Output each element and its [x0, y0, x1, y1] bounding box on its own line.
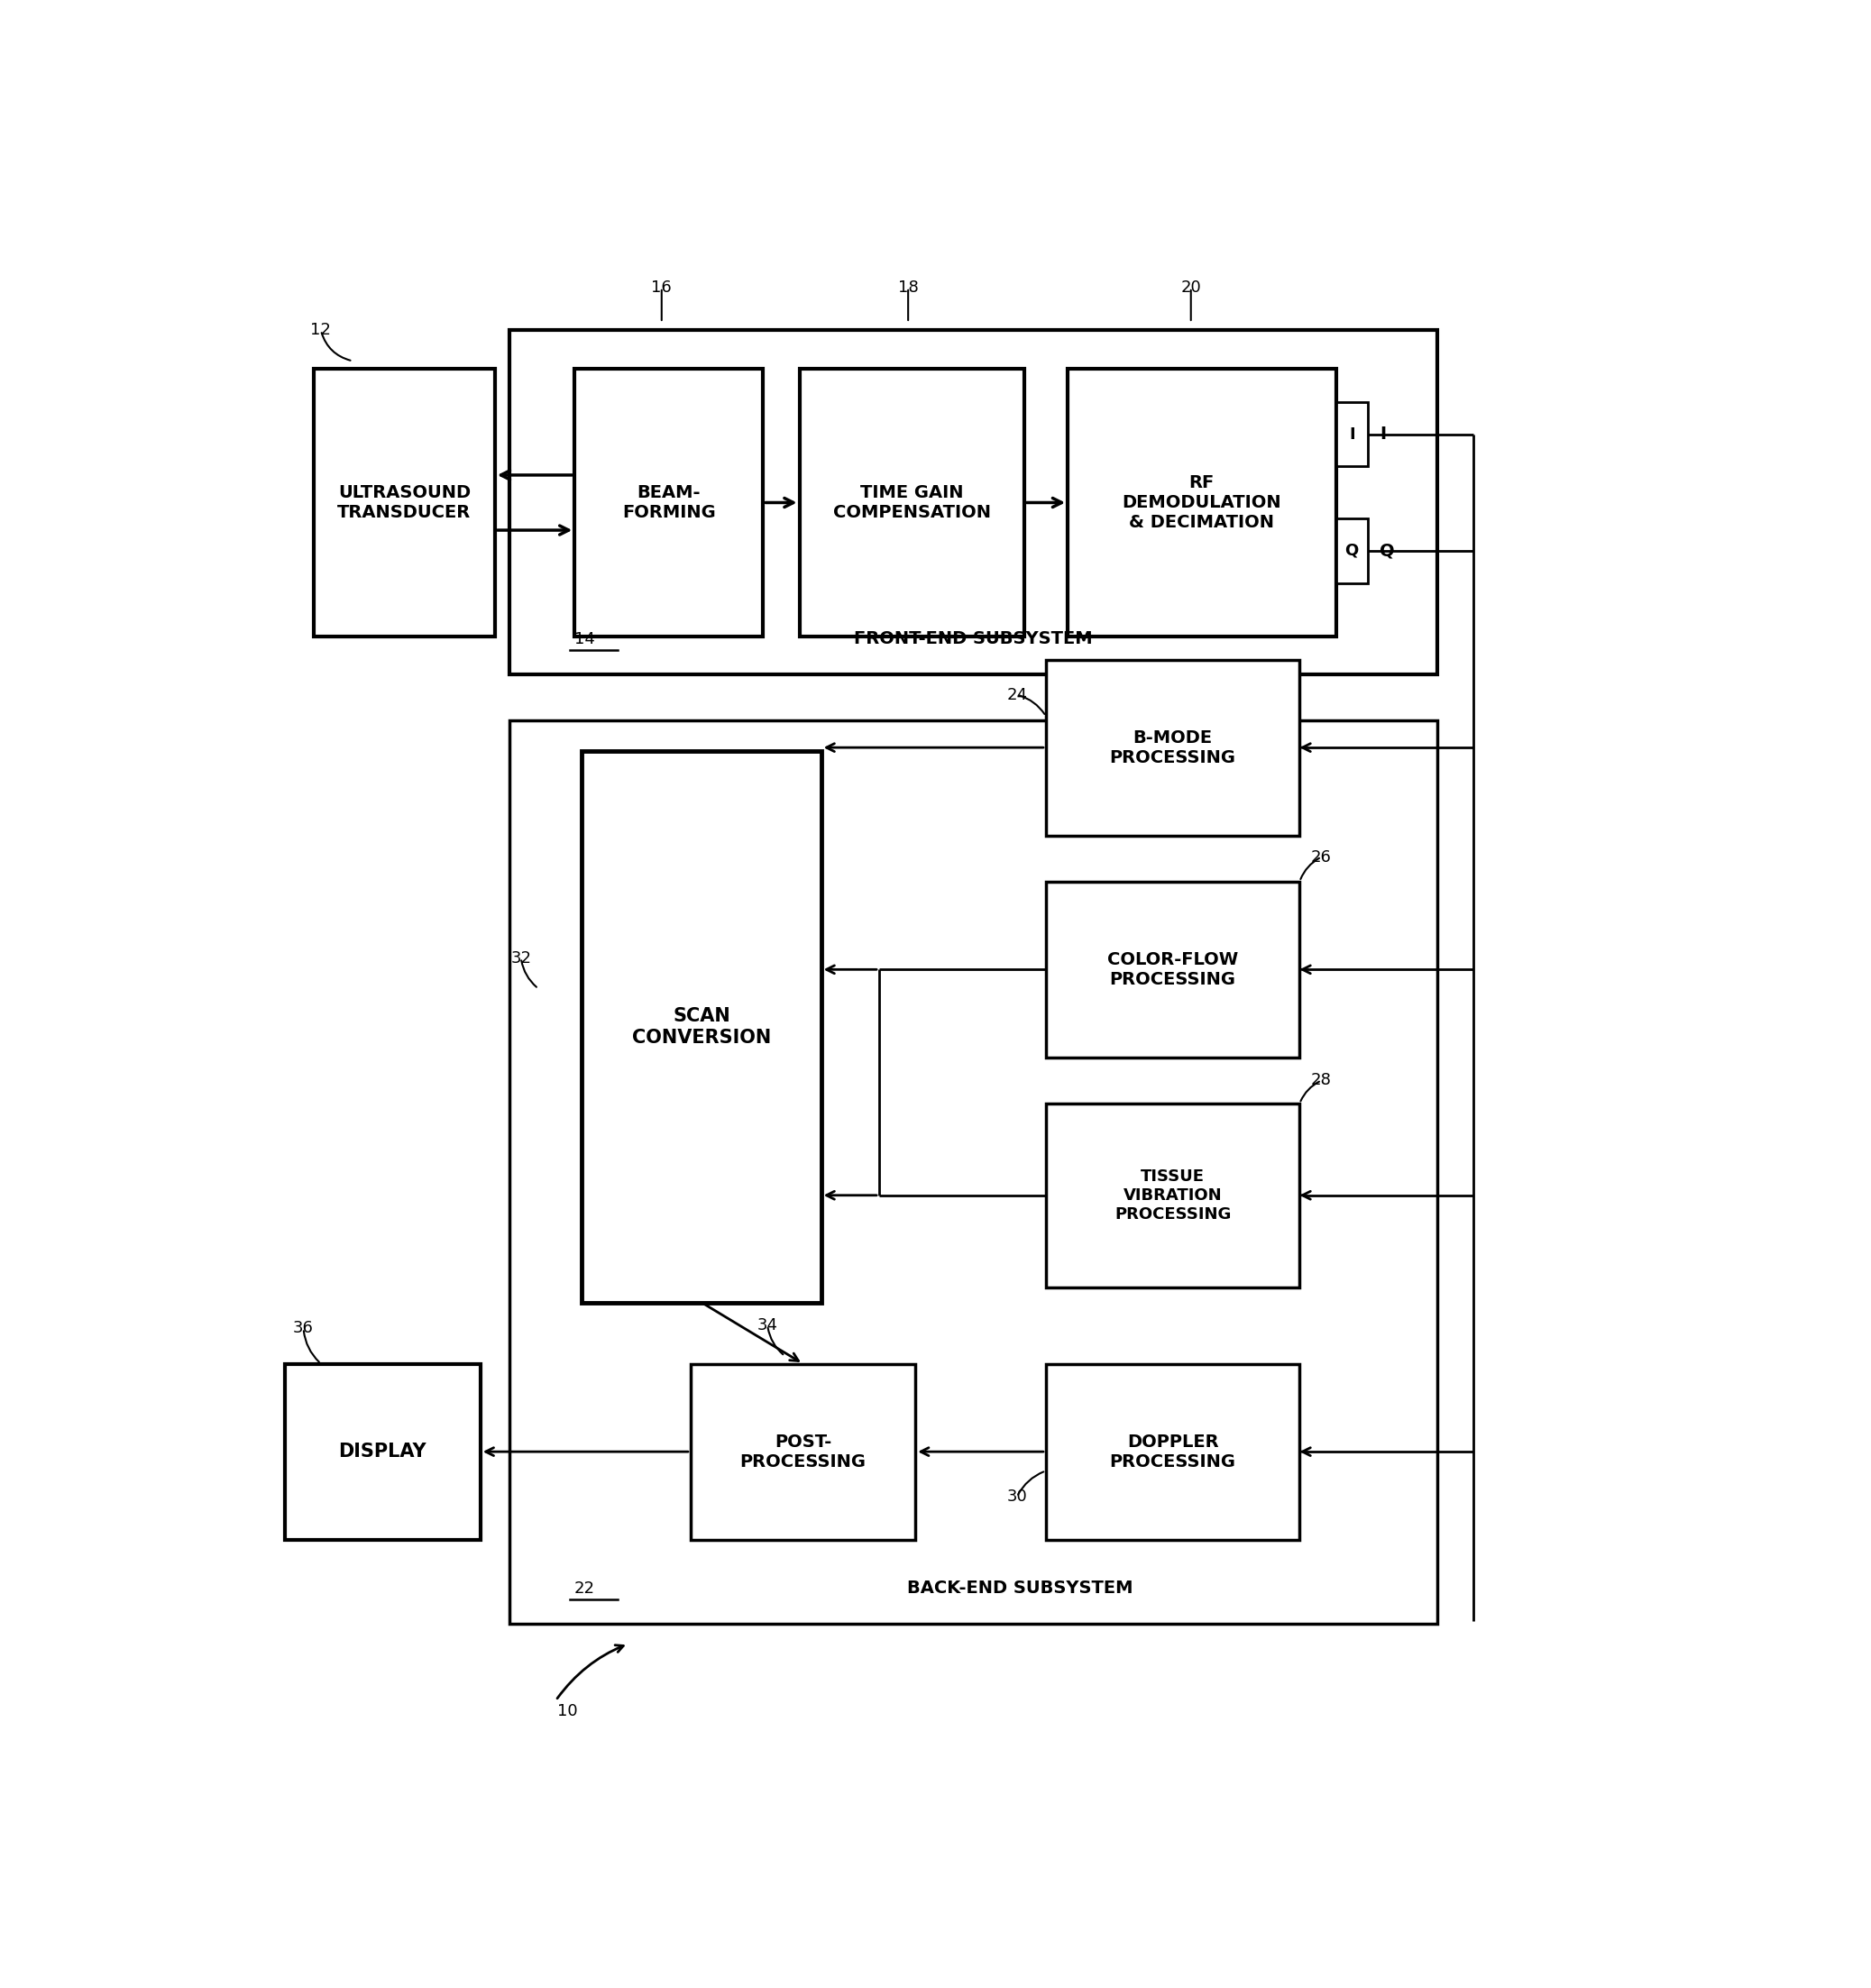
- Text: RF
DEMODULATION
& DECIMATION: RF DEMODULATION & DECIMATION: [1123, 475, 1282, 531]
- Bar: [284, 1364, 481, 1539]
- Bar: [1046, 1103, 1300, 1286]
- Text: POST-
PROCESSING: POST- PROCESSING: [739, 1433, 866, 1471]
- Bar: [574, 368, 763, 636]
- Text: BACK-END SUBSYSTEM: BACK-END SUBSYSTEM: [907, 1578, 1132, 1596]
- Text: TIME GAIN
COMPENSATION: TIME GAIN COMPENSATION: [833, 485, 990, 521]
- Bar: [690, 1364, 915, 1539]
- Bar: [1046, 1364, 1300, 1539]
- Text: 28: 28: [1312, 1072, 1332, 1089]
- Bar: [582, 751, 821, 1302]
- Bar: [1336, 402, 1368, 467]
- Text: 34: 34: [758, 1318, 778, 1334]
- Text: 20: 20: [1181, 280, 1201, 296]
- Text: 32: 32: [511, 950, 531, 966]
- Text: 10: 10: [558, 1704, 578, 1720]
- Text: FRONT-END SUBSYSTEM: FRONT-END SUBSYSTEM: [853, 630, 1093, 648]
- Text: 36: 36: [294, 1320, 314, 1336]
- Text: BEAM-
FORMING: BEAM- FORMING: [621, 485, 715, 521]
- Text: 24: 24: [1007, 686, 1027, 704]
- Bar: [509, 722, 1437, 1624]
- Text: 16: 16: [651, 280, 672, 296]
- Text: Q: Q: [1379, 543, 1394, 559]
- Text: COLOR-FLOW
PROCESSING: COLOR-FLOW PROCESSING: [1108, 950, 1239, 988]
- Text: 18: 18: [898, 280, 919, 296]
- Bar: [1046, 660, 1300, 835]
- Text: I: I: [1349, 425, 1355, 443]
- Text: DOPPLER
PROCESSING: DOPPLER PROCESSING: [1110, 1433, 1237, 1471]
- Bar: [1336, 519, 1368, 582]
- Bar: [799, 368, 1023, 636]
- Text: DISPLAY: DISPLAY: [339, 1443, 427, 1461]
- Text: SCAN
CONVERSION: SCAN CONVERSION: [632, 1008, 771, 1046]
- Bar: [314, 368, 494, 636]
- Text: 30: 30: [1007, 1489, 1027, 1505]
- Text: I: I: [1379, 425, 1386, 443]
- Bar: [1068, 368, 1336, 636]
- Text: 12: 12: [311, 322, 331, 338]
- Bar: [509, 330, 1437, 674]
- Text: ULTRASOUND
TRANSDUCER: ULTRASOUND TRANSDUCER: [337, 485, 471, 521]
- Text: B-MODE
PROCESSING: B-MODE PROCESSING: [1110, 730, 1237, 765]
- Text: 22: 22: [574, 1580, 595, 1596]
- Text: 26: 26: [1312, 849, 1332, 865]
- Text: 14: 14: [574, 630, 595, 648]
- Bar: [1046, 881, 1300, 1058]
- Text: Q: Q: [1345, 543, 1358, 559]
- Text: TISSUE
VIBRATION
PROCESSING: TISSUE VIBRATION PROCESSING: [1115, 1169, 1231, 1223]
